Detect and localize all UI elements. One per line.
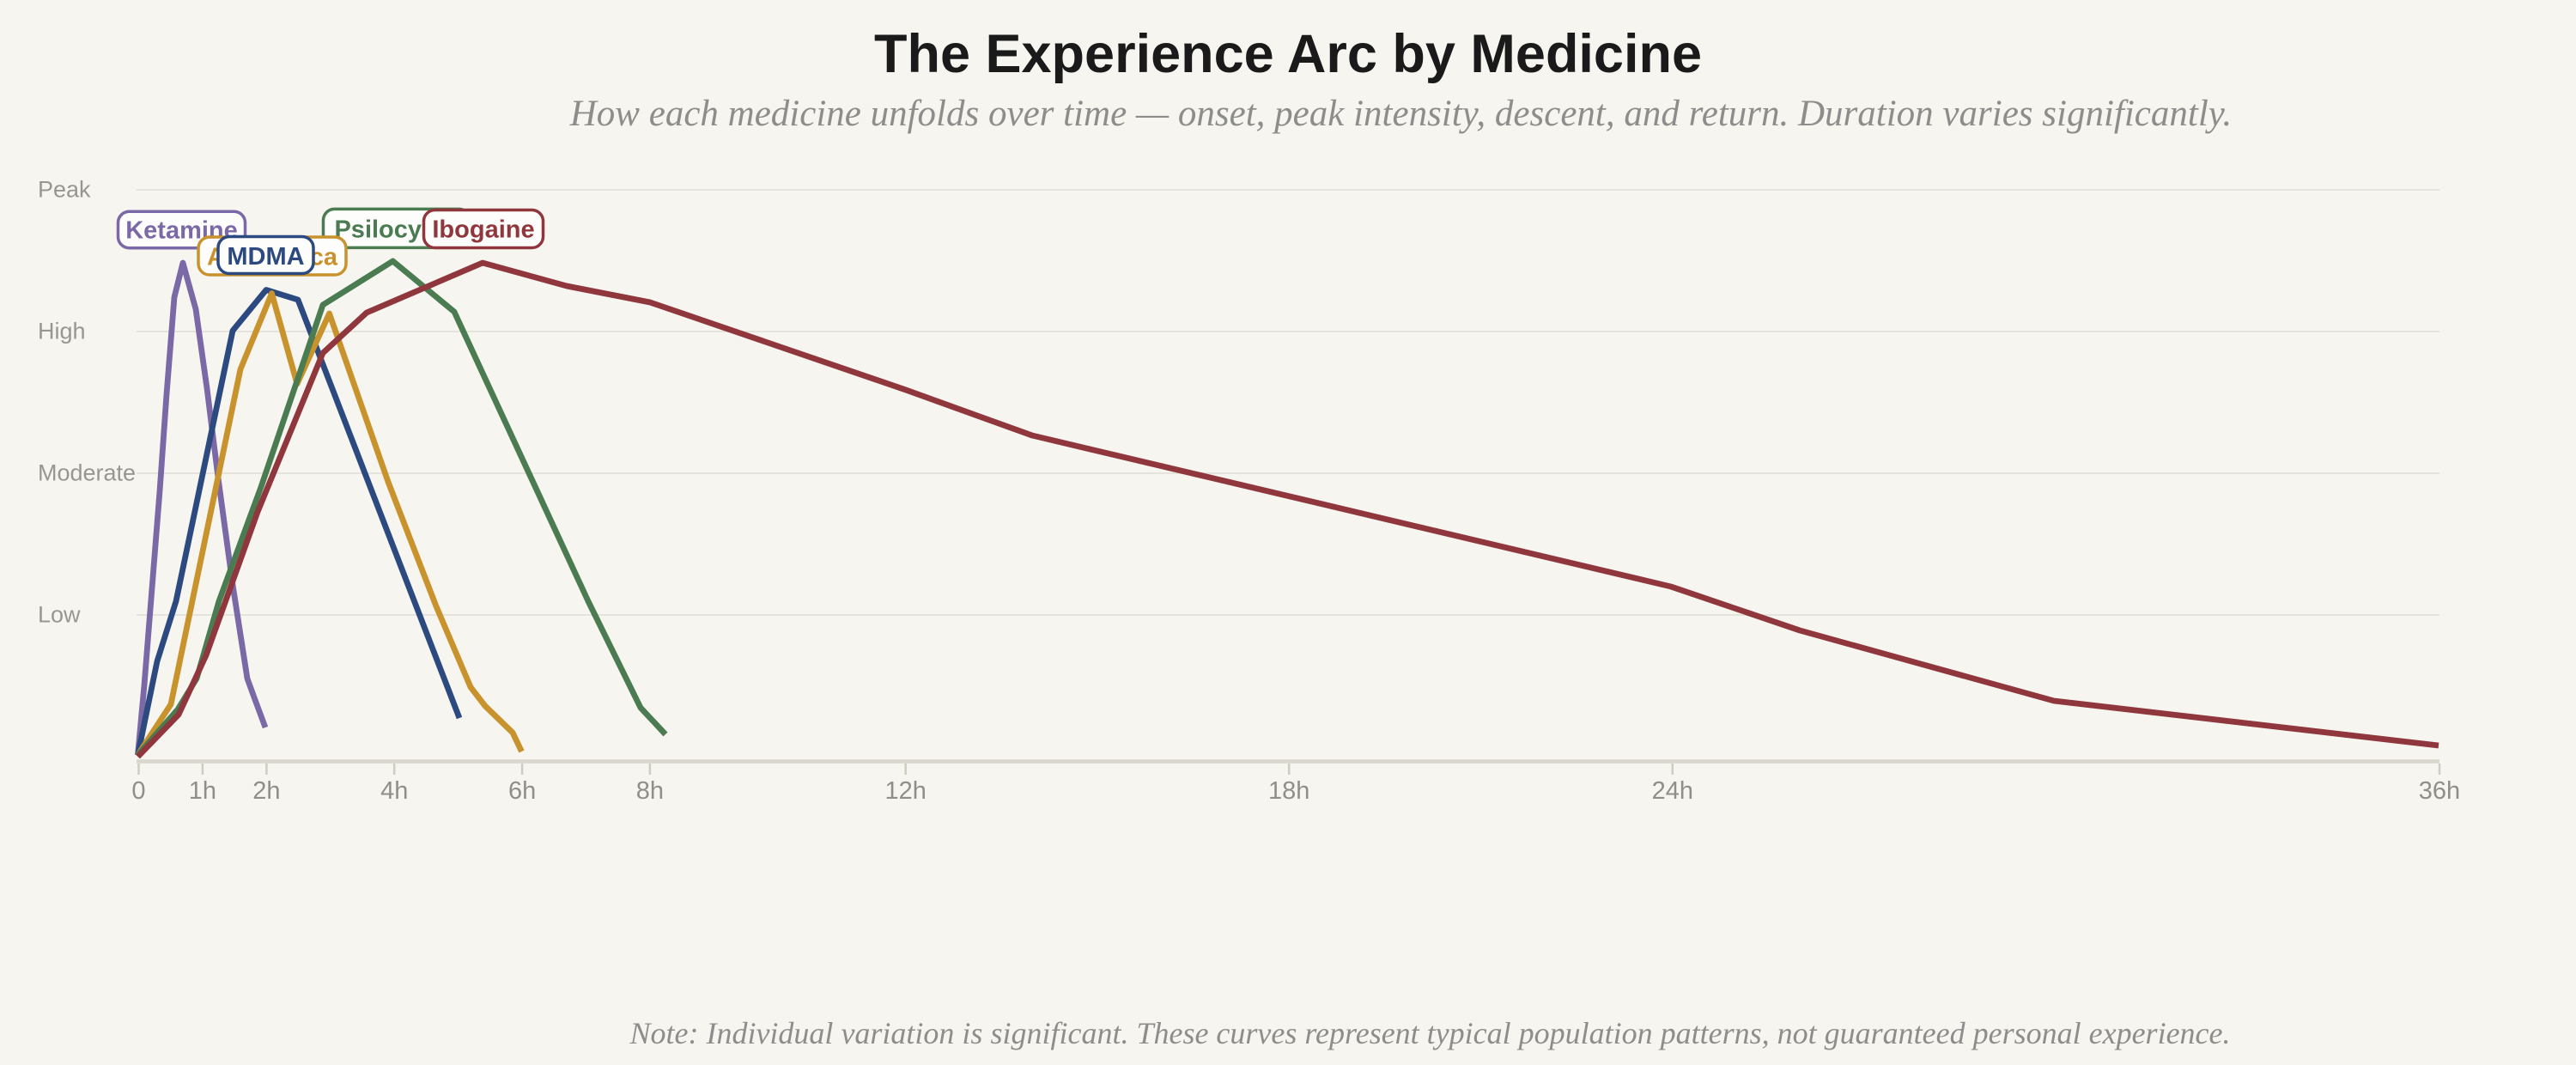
- svg-text:Low: Low: [38, 602, 81, 628]
- svg-text:MDMA: MDMA: [227, 243, 304, 271]
- svg-text:0: 0: [131, 777, 145, 805]
- svg-text:4h: 4h: [380, 777, 408, 805]
- svg-text:18h: 18h: [1268, 777, 1309, 805]
- svg-text:Peak: Peak: [38, 177, 91, 203]
- svg-text:The Experience Arc by Medicine: The Experience Arc by Medicine: [874, 24, 1702, 84]
- svg-text:High: High: [38, 319, 86, 344]
- svg-text:1h: 1h: [189, 777, 216, 805]
- svg-text:8h: 8h: [636, 777, 664, 805]
- svg-text:How each medicine unfolds over: How each medicine unfolds over time — on…: [569, 94, 2232, 134]
- svg-text:6h: 6h: [508, 777, 536, 805]
- svg-text:Ibogaine: Ibogaine: [432, 216, 534, 244]
- svg-text:Moderate: Moderate: [38, 460, 136, 486]
- svg-text:Note: Individual variation is: Note: Individual variation is significan…: [629, 1016, 2230, 1050]
- svg-text:12h: 12h: [885, 777, 927, 805]
- svg-text:36h: 36h: [2419, 777, 2460, 805]
- svg-text:24h: 24h: [1652, 777, 1693, 805]
- svg-text:2h: 2h: [252, 777, 280, 805]
